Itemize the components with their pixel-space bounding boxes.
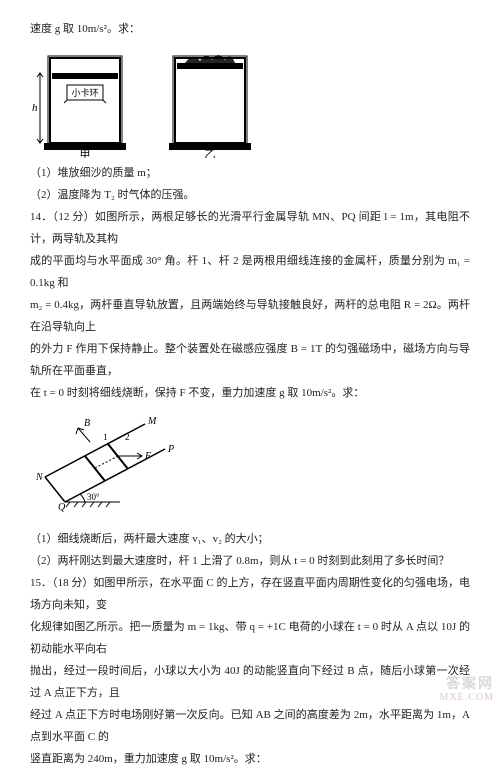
q13-part1: （1）堆放细沙的质量 m； xyxy=(30,162,470,184)
label-M: M xyxy=(147,416,157,427)
watermark-line1: 答案网 xyxy=(439,677,494,692)
figure-13-yi: 乙 xyxy=(160,48,260,158)
label-2: 2 xyxy=(125,432,130,442)
label-F: F xyxy=(144,451,152,462)
label-1: 1 xyxy=(103,432,108,442)
q14-line-e: 在 t = 0 时刻将细线烧断，保持 F 不变，重力加速度 g 取 10m/s²… xyxy=(30,382,470,404)
q15-line-c: 抛出，经过一段时间后，小球以大小为 40J 的动能竖直向下经过 B 点，随后小球… xyxy=(30,660,470,704)
label-N: N xyxy=(35,472,44,483)
watermark-line2: MXE.COM xyxy=(439,692,494,703)
intro-line: 速度 g 取 10m/s²。求： xyxy=(30,18,470,40)
label-angle: 30° xyxy=(87,492,100,502)
caption-jia: 甲 xyxy=(80,149,91,158)
label-h: h xyxy=(32,102,38,114)
q13-part2: （2）温度降为 T₂ 时气体的压强。 xyxy=(30,184,470,206)
q14-line-c: m₂ = 0.4kg，两杆垂直导轨放置，且两端始终与导轨接触良好，两杆的总电阻 … xyxy=(30,294,470,338)
q15-line-b: 化规律如图乙所示。把一质量为 m = 1kg、带 q = +1C 电荷的小球在 … xyxy=(30,616,470,660)
label-Q: Q xyxy=(58,502,66,512)
q15-line-e: 竖直距离为 240m，重力加速度 g 取 10m/s²。求： xyxy=(30,748,470,770)
q14-line-b: 成的平面均与水平面成 30° 角。杆 1、杆 2 是两根用细线连接的金属杆，质量… xyxy=(30,250,470,294)
q15-line-d: 经过 A 点正下方时电场刚好第一次反向。已知 AB 之间的高度差为 2m，水平距… xyxy=(30,704,470,748)
q14-part2: （2）两杆刚达到最大速度时，杆 1 上滑了 0.8m，则从 t = 0 时刻到此… xyxy=(30,550,470,572)
q15-line-a: 15．（18 分）如图甲所示，在水平面 C 的上方，存在竖直平面内周期性变化的匀… xyxy=(30,572,470,616)
figure-13-jia: 小卡环 h 甲 xyxy=(30,48,140,158)
caption-yi: 乙 xyxy=(205,148,216,158)
label-card: 小卡环 xyxy=(71,87,98,98)
q14-line-a: 14．（12 分）如图所示，两根足够长的光滑平行金属导轨 MN、PQ 间距 l … xyxy=(30,206,470,250)
figure-14: B F M N P Q 1 2 30° xyxy=(30,412,470,520)
label-P: P xyxy=(167,444,174,455)
q14-line-d: 的外力 F 作用下保持静止。整个装置处在磁感应强度 B = 1T 的匀强磁场中，… xyxy=(30,338,470,382)
label-B: B xyxy=(84,418,90,429)
q14-part1: （1）细线烧断后，两杆最大速度 v₁、v₂ 的大小； xyxy=(30,528,470,550)
figure-13: 小卡环 h 甲 乙 xyxy=(30,48,470,158)
watermark: 答案网 MXE.COM xyxy=(439,677,494,703)
